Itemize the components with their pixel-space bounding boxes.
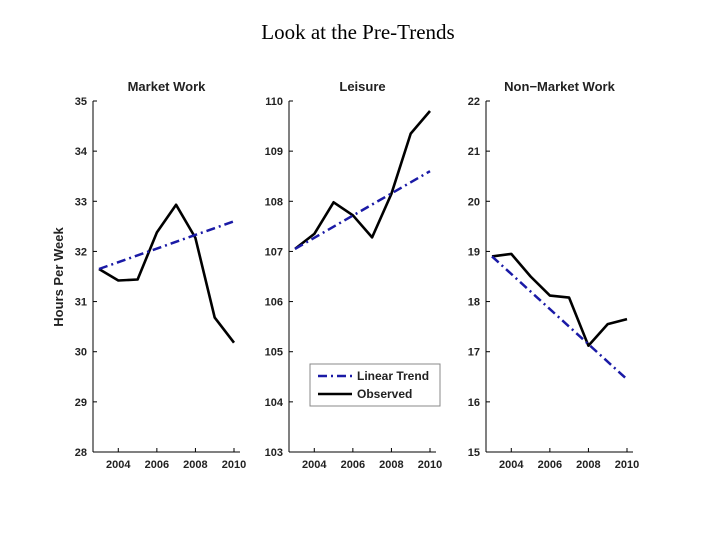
x-tick-label: 2004 (499, 459, 524, 471)
x-tick-label: 2010 (615, 459, 639, 471)
linear-trend-line (98, 220, 235, 271)
chart-panel-3: Non−Market Work 15 16 17 18 19 20 21 22 2004 2006 2… (468, 79, 639, 471)
y-tick-label: 29 (75, 397, 87, 409)
y-tick-label: 31 (75, 297, 87, 309)
y-tick-label: 108 (265, 196, 283, 208)
y-tick-label: 107 (265, 246, 283, 258)
y-tick-label: 110 (265, 96, 283, 108)
y-tick-label: 21 (468, 146, 480, 158)
observed-line (294, 110, 431, 250)
panel-title: Non−Market Work (504, 79, 615, 94)
y-tick-label: 32 (75, 246, 87, 258)
panel-title: Leisure (339, 79, 385, 94)
chart-panel-2: Leisure 103 104 105 106 107 108 109 110 2004 2006 2… (265, 79, 443, 471)
y-tick-label: 104 (265, 397, 284, 409)
y-tick-label: 105 (265, 347, 283, 359)
y-tick-label: 30 (75, 347, 87, 359)
observed-line (98, 203, 236, 344)
y-tick-label: 17 (468, 347, 480, 359)
y-tick-label: 19 (468, 246, 480, 258)
y-axis-title: Hours Per Week (51, 226, 66, 326)
legend: Linear Trend Observed (309, 363, 441, 407)
linear-trend-line (294, 170, 431, 250)
y-tick-label: 28 (75, 447, 87, 459)
x-tick-label: 2006 (145, 459, 169, 471)
y-tick-label: 15 (468, 447, 480, 459)
x-tick-label: 2010 (418, 459, 442, 471)
x-tick-label: 2010 (222, 459, 246, 471)
y-tick-label: 103 (265, 447, 283, 459)
legend-observed-label: Observed (357, 387, 412, 401)
y-tick-label: 109 (265, 146, 283, 158)
x-tick-label: 2006 (341, 459, 365, 471)
x-tick-label: 2004 (106, 459, 131, 471)
x-tick-label: 2008 (576, 459, 600, 471)
x-tick-label: 2008 (183, 459, 207, 471)
legend-trend-label: Linear Trend (357, 369, 429, 383)
y-tick-label: 20 (468, 196, 480, 208)
y-tick-label: 18 (468, 297, 480, 309)
chart-panel-1: Market Work 28 29 30 31 32 33 34 35 2004 2006 2008 2… (75, 79, 246, 471)
legend-box (309, 363, 441, 407)
x-tick-label: 2008 (379, 459, 403, 471)
y-tick-label: 33 (75, 196, 87, 208)
y-tick-label: 35 (75, 96, 87, 108)
slide-title: Look at the Pre-Trends (261, 20, 455, 44)
y-tick-label: 106 (265, 297, 283, 309)
observed-line (491, 252, 628, 348)
linear-trend-line (491, 255, 628, 381)
x-tick-label: 2004 (302, 459, 327, 471)
x-tick-label: 2006 (538, 459, 562, 471)
panel-title: Market Work (128, 79, 207, 94)
y-tick-label: 34 (75, 146, 88, 158)
y-tick-label: 22 (468, 96, 480, 108)
y-tick-label: 16 (468, 397, 480, 409)
